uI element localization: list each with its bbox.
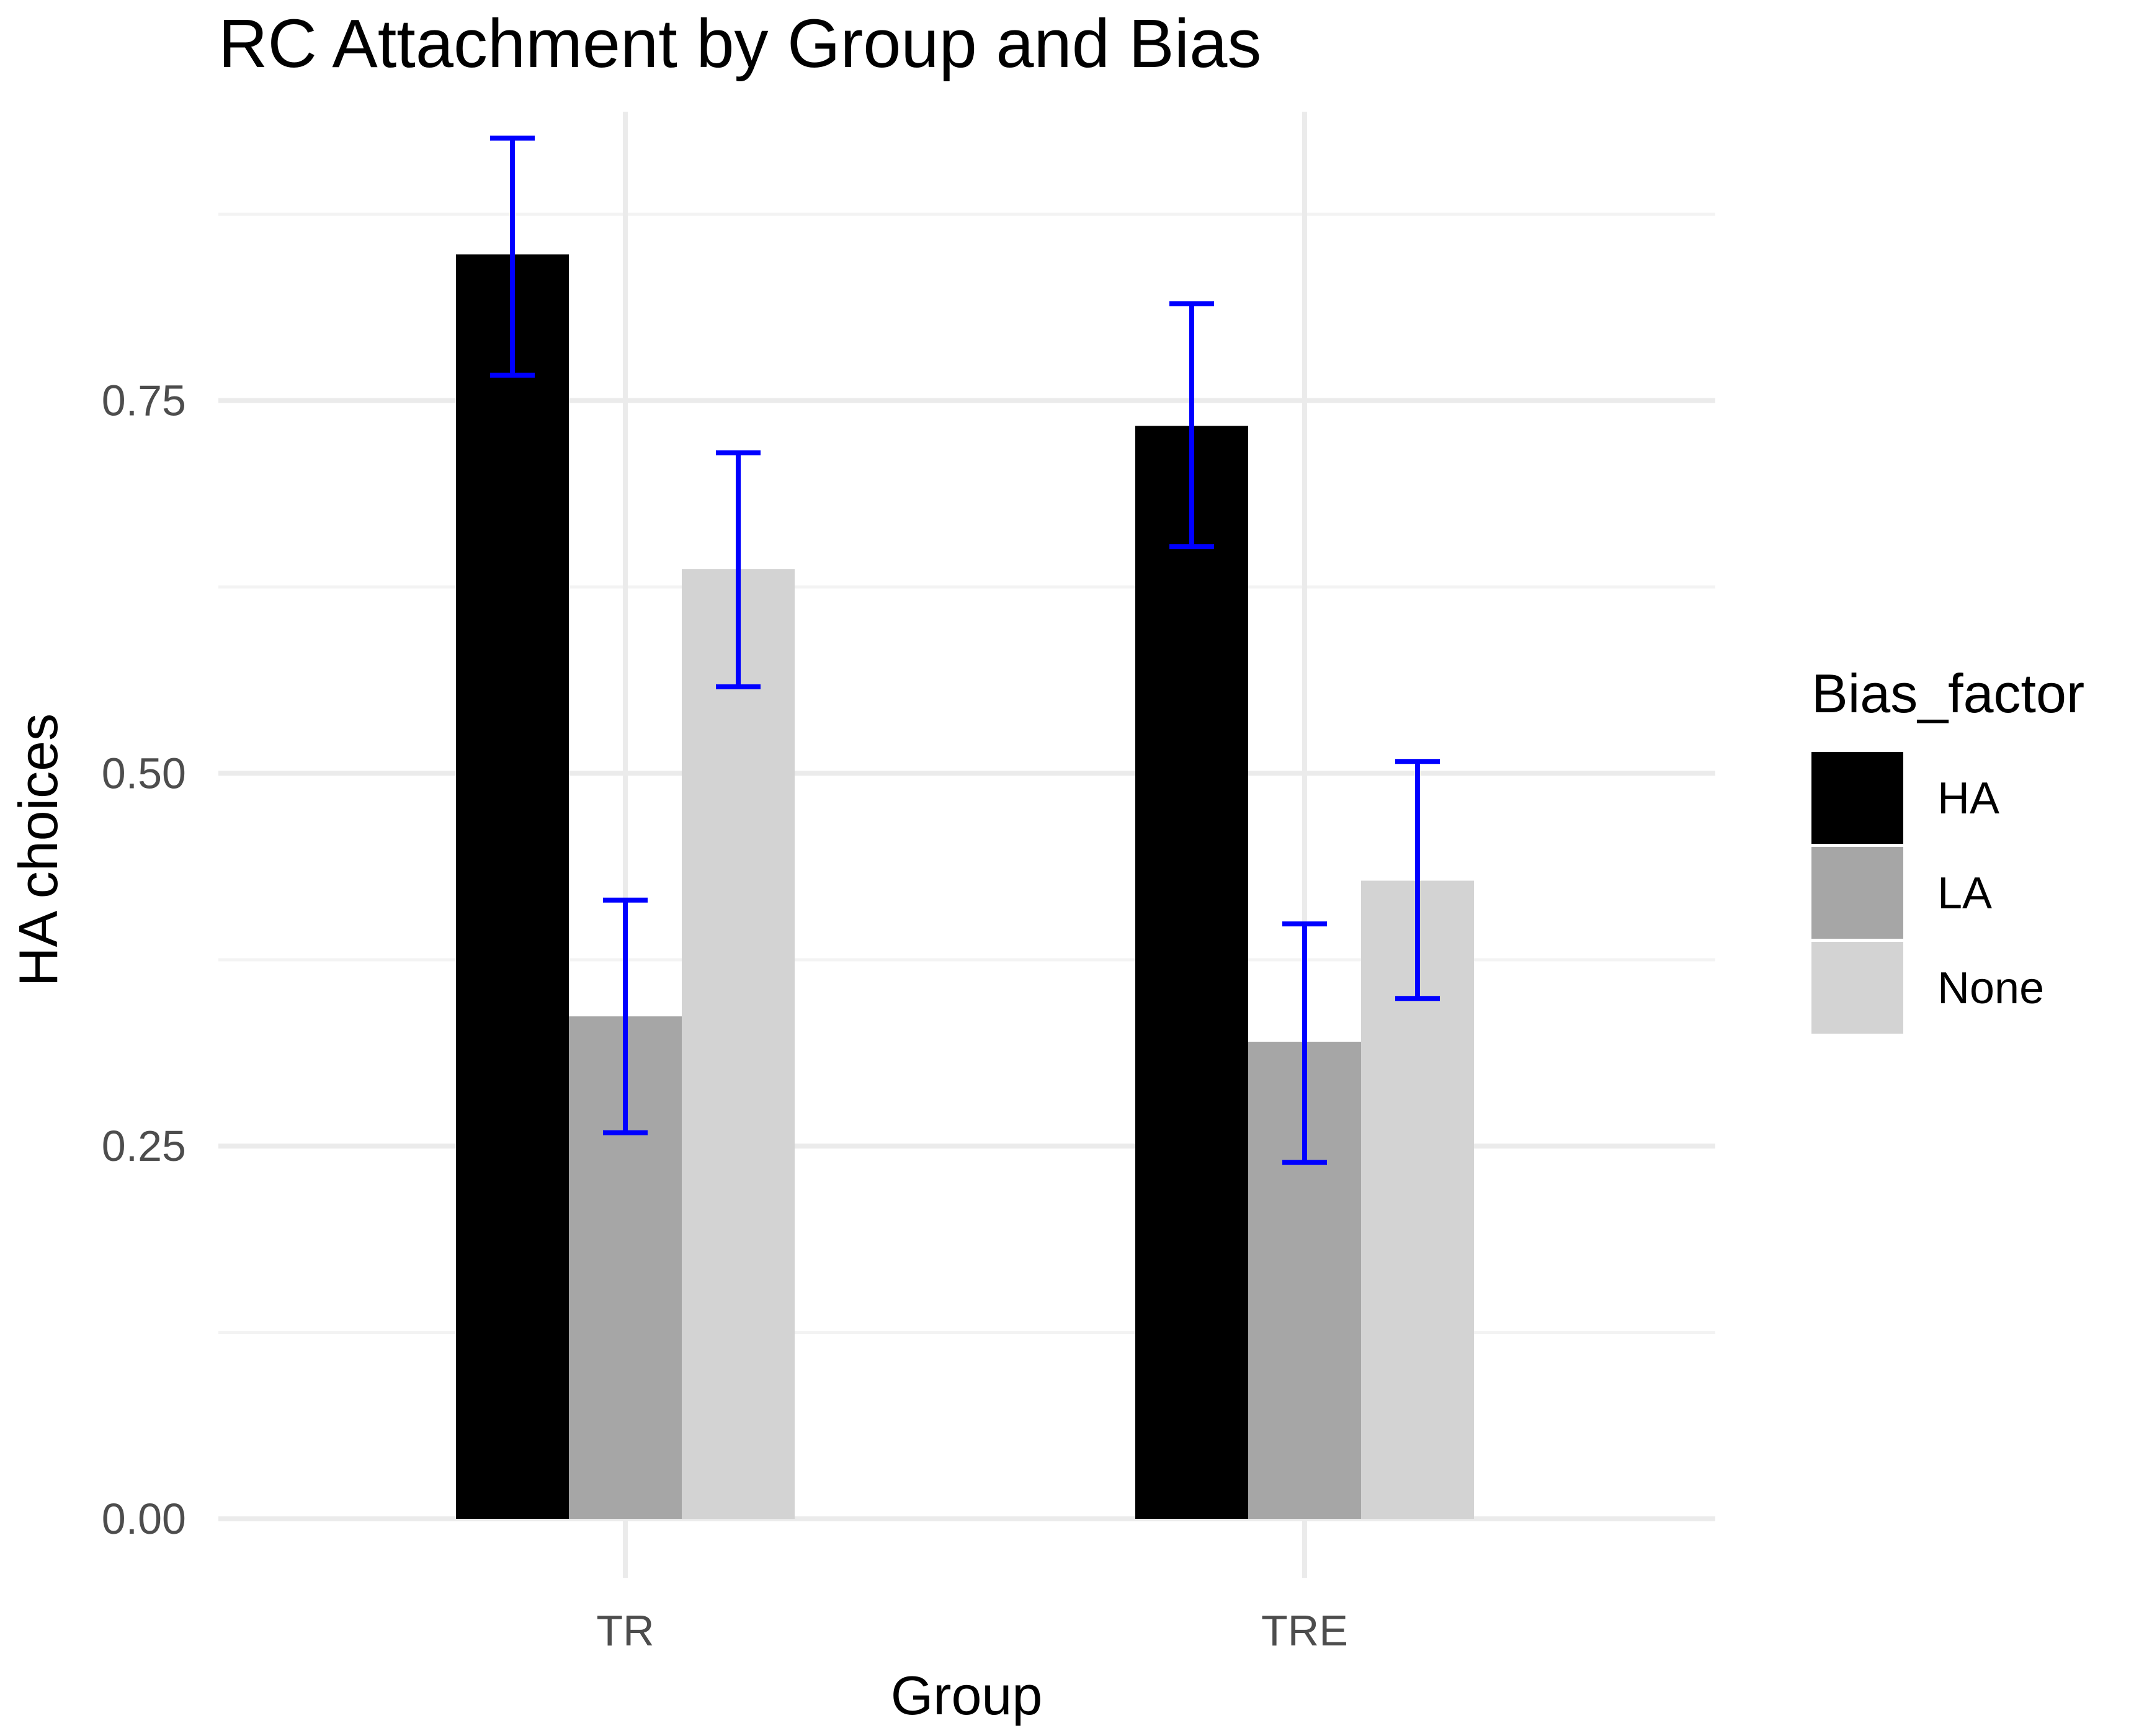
legend: Bias_factor HA LA None xyxy=(1811,663,2084,1034)
error-bar-tre-ha xyxy=(1169,301,1214,550)
x-tick-label-tre: TRE xyxy=(1261,1606,1348,1655)
error-bar-tr-la xyxy=(603,897,648,1135)
legend-label-none: None xyxy=(1937,964,2044,1013)
error-bar-tre-none xyxy=(1395,759,1440,1001)
legend-key-ha xyxy=(1811,752,1903,844)
y-tick-label: 0.25 xyxy=(102,1122,186,1170)
grid-lines xyxy=(218,112,1715,1578)
y-tick-label: 0.50 xyxy=(102,749,186,797)
chart-title: RC Attachment by Group and Bias xyxy=(218,6,1261,82)
legend-label-ha: HA xyxy=(1937,774,1999,823)
error-bar-tr-ha xyxy=(490,135,535,378)
error-bars xyxy=(490,135,1440,1165)
bar-tr-none xyxy=(682,569,795,1519)
legend-key-none xyxy=(1811,942,1903,1034)
bar-tre-ha xyxy=(1135,426,1248,1519)
y-tick-label: 0.00 xyxy=(102,1495,186,1543)
legend-key-la xyxy=(1811,847,1903,939)
error-bar-tr-none xyxy=(716,450,761,690)
x-tick-label-tr: TR xyxy=(596,1606,654,1655)
y-axis-ticks: 0.00 0.25 0.50 0.75 xyxy=(102,377,186,1543)
bars xyxy=(456,254,1474,1519)
legend-label-la: LA xyxy=(1937,869,1992,918)
error-bar-tre-la xyxy=(1282,921,1327,1165)
legend-title: Bias_factor xyxy=(1811,663,2084,724)
x-axis-ticks: TR TRE xyxy=(596,1606,1348,1655)
y-tick-label: 0.75 xyxy=(102,377,186,425)
bar-tr-ha xyxy=(456,254,569,1519)
y-axis-title: HA choices xyxy=(7,714,69,987)
x-axis-title: Group xyxy=(891,1665,1043,1726)
